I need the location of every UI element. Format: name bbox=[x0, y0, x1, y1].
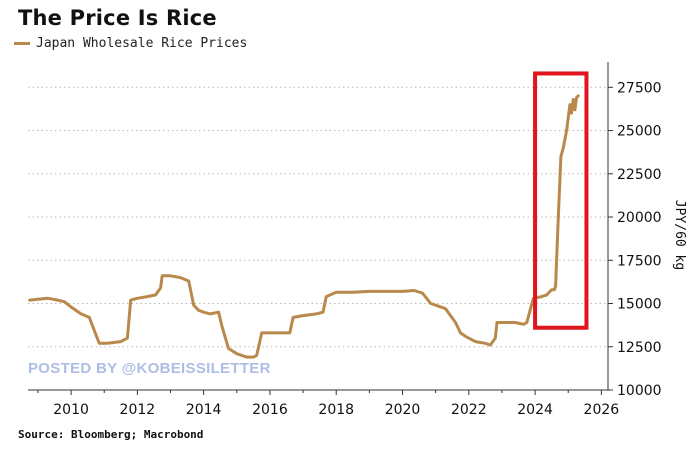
x-tick-label-2014: 2014 bbox=[186, 402, 222, 418]
source-note: Source: Bloomberg; Macrobond bbox=[18, 428, 204, 441]
chart-legend: Japan Wholesale Rice Prices bbox=[14, 36, 247, 51]
grid-lines bbox=[28, 86, 608, 391]
y-tick-label-25000: 25000 bbox=[617, 124, 662, 140]
x-tick-label-2022: 2022 bbox=[451, 402, 487, 418]
axes: JPY/60 kg bbox=[28, 62, 687, 391]
highlight-box bbox=[533, 71, 589, 330]
y-tick-label-20000: 20000 bbox=[617, 210, 662, 226]
x-tick-label-2016: 2016 bbox=[252, 402, 288, 418]
highlight-group bbox=[533, 71, 589, 330]
x-tick-label-2012: 2012 bbox=[120, 402, 156, 418]
y-tick-label-10000: 10000 bbox=[617, 383, 662, 399]
x-tick-label-2018: 2018 bbox=[318, 402, 354, 418]
y-tick-label-12500: 12500 bbox=[617, 340, 662, 356]
series-group bbox=[28, 94, 580, 359]
x-tick-label-2024: 2024 bbox=[517, 402, 553, 418]
legend-label: Japan Wholesale Rice Prices bbox=[36, 36, 248, 51]
y-axis-ticks: 10000 12500 15000 17500 20000 22500 25000 27500 bbox=[608, 80, 662, 399]
y-tick-label-15000: 15000 bbox=[617, 297, 662, 313]
x-tick-label-2020: 2020 bbox=[385, 402, 421, 418]
x-tick-label-2026: 2026 bbox=[584, 402, 620, 418]
watermark: POSTED BY @KOBEISSILETTER bbox=[28, 360, 271, 377]
y-axis-label: JPY/60 kg bbox=[672, 200, 687, 270]
x-axis-ticks: 2010 2012 2014 2016 2018 2020 2022 2024 2026 bbox=[37, 390, 620, 418]
chart-title: The Price Is Rice bbox=[18, 6, 217, 30]
legend-swatch bbox=[14, 42, 30, 45]
y-tick-label-17500: 17500 bbox=[617, 253, 662, 269]
x-tick-label-2010: 2010 bbox=[53, 402, 89, 418]
y-tick-label-27500: 27500 bbox=[617, 80, 662, 96]
series-line-0 bbox=[28, 94, 580, 359]
y-tick-label-22500: 22500 bbox=[617, 167, 662, 183]
